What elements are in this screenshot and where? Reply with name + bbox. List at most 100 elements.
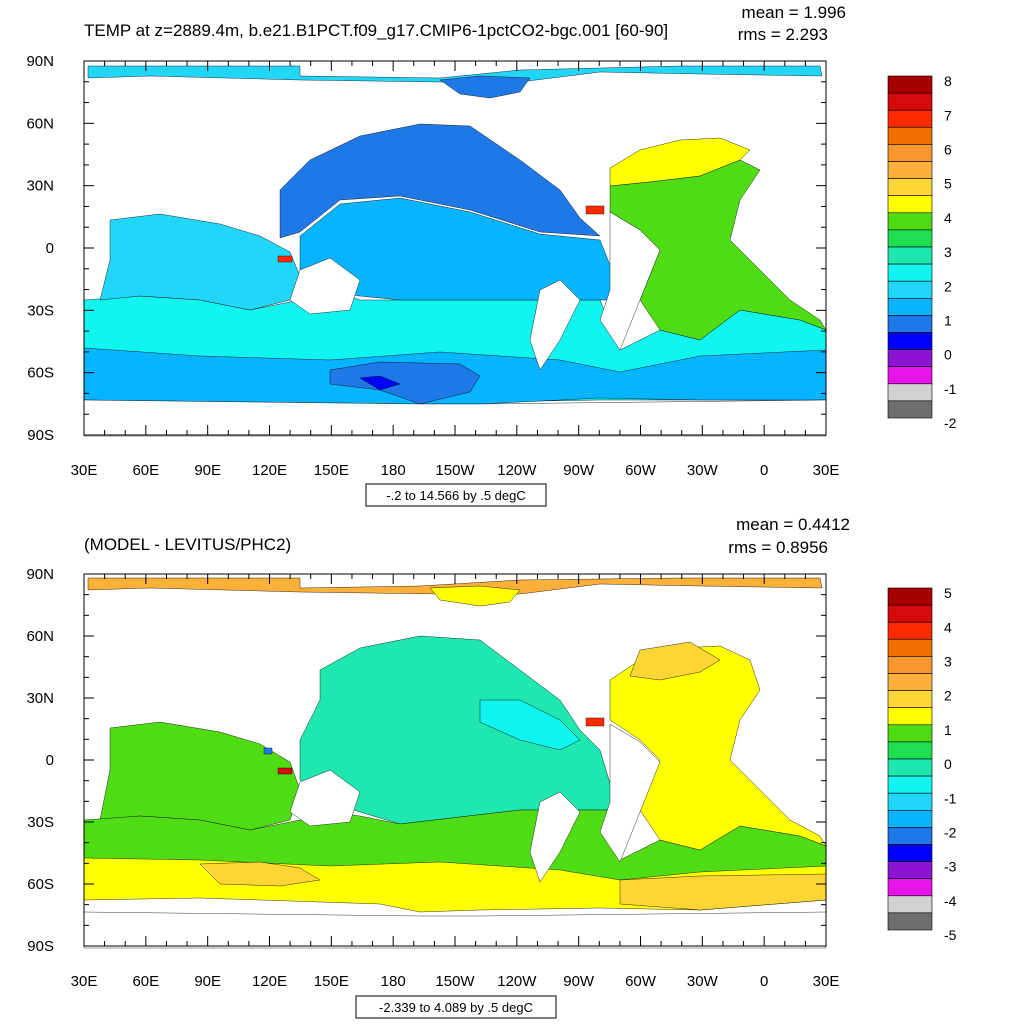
colorbar-swatch bbox=[887, 400, 933, 419]
colorbar-swatch bbox=[887, 656, 933, 674]
y-tick-label: 30S bbox=[27, 302, 54, 319]
y-tick-label: 90S bbox=[27, 427, 54, 444]
x-tick-label: 30W bbox=[687, 462, 719, 479]
region-indian-ocean bbox=[99, 213, 301, 311]
colorbar-swatch bbox=[887, 366, 933, 385]
top-contour-info-box bbox=[365, 483, 547, 507]
colorbar-swatch bbox=[887, 315, 933, 333]
colorbar-swatch bbox=[887, 724, 933, 743]
colorbar-label: 2 bbox=[944, 278, 952, 294]
region-africa bbox=[599, 211, 661, 351]
top-axis-ticks: 30E 60E 90E 120E 150E 180 150W 120W 90W 60W 30W 0 30… bbox=[26, 53, 839, 479]
top-contour-info: -.2 to 14.566 by .5 degC bbox=[386, 488, 525, 503]
colorbar-swatch bbox=[887, 775, 933, 794]
y-tick-label: 0 bbox=[46, 240, 54, 257]
bottom-title: (MODEL - LEVITUS/PHC2) bbox=[84, 535, 291, 554]
y-tick-label: 90N bbox=[26, 53, 54, 70]
colorbar-swatch bbox=[887, 741, 933, 760]
colorbar-label: 3 bbox=[944, 654, 952, 670]
region-red-sea-hot bbox=[277, 767, 293, 775]
region-arctic-blue-patch bbox=[439, 75, 531, 99]
colorbar-swatch bbox=[887, 912, 933, 931]
region-red-sea-hot bbox=[277, 255, 293, 263]
x-tick-label: 30E bbox=[71, 462, 98, 479]
region-south-america bbox=[529, 791, 581, 883]
colorbar-swatch bbox=[887, 383, 933, 402]
colorbar-swatch bbox=[887, 587, 933, 606]
colorbar-swatch bbox=[887, 349, 933, 368]
top-map-regions bbox=[83, 65, 827, 437]
colorbar-label: 3 bbox=[944, 244, 952, 260]
x-tick-label: 90W bbox=[563, 462, 595, 479]
x-tick-label: 90E bbox=[194, 462, 221, 479]
y-tick-label: 60N bbox=[26, 115, 54, 132]
y-tick-label: 60S bbox=[27, 876, 54, 893]
colorbar-swatch bbox=[887, 127, 933, 145]
colorbar-swatch bbox=[887, 673, 933, 691]
x-tick-label: 60E bbox=[132, 973, 159, 990]
colorbar-label: 1 bbox=[944, 722, 952, 738]
colorbar-swatch bbox=[887, 809, 933, 828]
x-tick-label: 180 bbox=[381, 973, 406, 990]
region-australia bbox=[289, 769, 361, 827]
colorbar-label: 1 bbox=[944, 313, 952, 329]
region-mediterranean-hot bbox=[585, 205, 605, 215]
x-tick-label: 120W bbox=[497, 462, 537, 479]
colorbar-swatch bbox=[887, 109, 933, 128]
colorbar-swatch bbox=[887, 246, 933, 265]
colorbar-label: 5 bbox=[944, 176, 952, 192]
colorbar-swatch bbox=[887, 621, 933, 640]
top-panel: TEMP at z=2889.4m, b.e21.B1PCT.f09_g17.C… bbox=[26, 3, 957, 507]
colorbar-label: 5 bbox=[944, 585, 952, 601]
colorbar-label: 8 bbox=[944, 73, 952, 89]
x-tick-label: 120E bbox=[252, 973, 287, 990]
region-atlantic-orange bbox=[629, 641, 721, 681]
colorbar-swatch bbox=[887, 707, 933, 726]
colorbar-swatch bbox=[887, 878, 933, 897]
bottom-rms: rms = 0.8956 bbox=[728, 538, 828, 557]
colorbar-swatch bbox=[887, 861, 933, 879]
x-tick-label: 60E bbox=[132, 462, 159, 479]
colorbar-label: -2 bbox=[944, 825, 957, 841]
x-tick-label: 120E bbox=[252, 462, 287, 479]
region-arctic-yellow-patch bbox=[429, 585, 521, 607]
colorbar-swatch bbox=[887, 895, 933, 914]
x-tick-label: 150W bbox=[435, 462, 475, 479]
x-tick-label: 120W bbox=[497, 973, 537, 990]
colorbar-label: 2 bbox=[944, 688, 952, 704]
bottom-panel: (MODEL - LEVITUS/PHC2) mean = 0.4412 rms… bbox=[26, 515, 957, 1019]
colorbar-swatch bbox=[887, 212, 933, 231]
colorbar-swatch bbox=[887, 161, 933, 179]
colorbar-swatch bbox=[887, 178, 933, 197]
region-south-america bbox=[529, 279, 581, 371]
x-tick-label: 180 bbox=[381, 462, 406, 479]
x-tick-label: 0 bbox=[760, 462, 768, 479]
region-pacific-north bbox=[279, 123, 601, 239]
colorbar-label: -5 bbox=[944, 927, 957, 943]
y-tick-label: 0 bbox=[46, 752, 54, 769]
x-tick-label: 30E bbox=[813, 462, 840, 479]
y-tick-label: 90S bbox=[27, 938, 54, 955]
y-tick-label: 60S bbox=[27, 365, 54, 382]
top-rms: rms = 2.293 bbox=[738, 25, 828, 44]
colorbar-swatch bbox=[887, 144, 933, 162]
colorbar-label: -3 bbox=[944, 859, 957, 875]
x-tick-label: 90E bbox=[194, 973, 221, 990]
colorbar-swatch bbox=[887, 792, 933, 811]
region-arctic-ocean bbox=[87, 65, 823, 83]
bottom-contour-info-box bbox=[355, 995, 557, 1019]
colorbar-swatch bbox=[887, 827, 933, 845]
y-tick-label: 30N bbox=[26, 690, 54, 707]
region-southern-orange bbox=[199, 861, 321, 887]
x-tick-label: 60W bbox=[625, 973, 657, 990]
x-tick-label: 150E bbox=[314, 462, 349, 479]
colorbar-label: 7 bbox=[944, 107, 952, 123]
x-tick-label: 30W bbox=[687, 973, 719, 990]
colorbar-swatch bbox=[887, 297, 933, 316]
x-tick-label: 60W bbox=[625, 462, 657, 479]
top-colorbar: 8 7 6 5 4 3 2 1 0 -1 -2 bbox=[887, 73, 957, 431]
bottom-colorbar: 5 4 3 2 1 0 -1 -2 -3 -4 -5 bbox=[887, 585, 957, 943]
x-tick-label: 30E bbox=[71, 973, 98, 990]
colorbar-swatch bbox=[887, 195, 933, 214]
region-antarctic-blue bbox=[359, 375, 401, 391]
